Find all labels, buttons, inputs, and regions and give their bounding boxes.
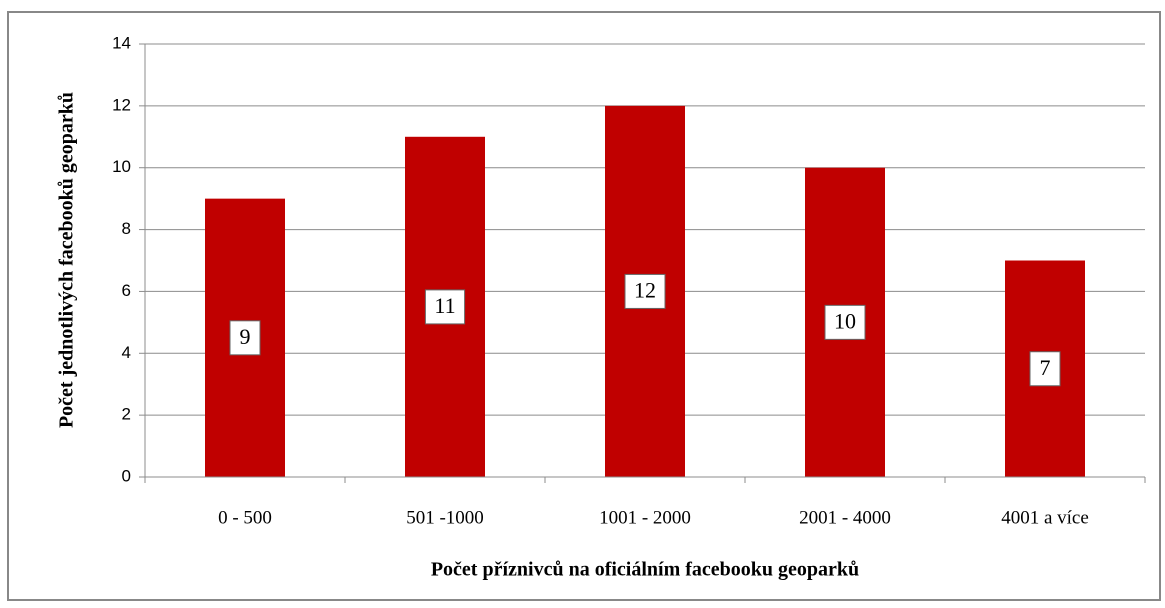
y-axis-title: Počet jednotlivých facebooků geoparků bbox=[56, 92, 78, 428]
x-tick-label: 2001 - 4000 bbox=[799, 507, 891, 528]
y-tick-label: 2 bbox=[122, 405, 131, 424]
data-label: 12 bbox=[634, 277, 656, 302]
x-tick-label: 501 -1000 bbox=[406, 507, 484, 528]
x-tick-label: 0 - 500 bbox=[218, 507, 272, 528]
x-tick-label: 4001 a více bbox=[1001, 507, 1089, 528]
x-axis-title: Počet příznivců na oficiálním facebooku … bbox=[431, 559, 859, 581]
y-tick-label: 12 bbox=[112, 95, 131, 114]
chart-border bbox=[7, 11, 1161, 601]
data-label: 7 bbox=[1040, 355, 1051, 380]
y-tick-label: 10 bbox=[112, 157, 131, 176]
data-label-group: 7 bbox=[1029, 351, 1061, 387]
data-label: 10 bbox=[834, 308, 856, 333]
data-label: 9 bbox=[240, 324, 251, 349]
data-label-group: 10 bbox=[824, 304, 866, 340]
data-label-box bbox=[824, 304, 866, 340]
y-tick-label: 4 bbox=[122, 343, 131, 362]
data-label-box bbox=[229, 320, 261, 356]
data-label-group: 12 bbox=[624, 273, 666, 309]
data-label-group: 11 bbox=[424, 289, 466, 325]
data-label-box bbox=[624, 273, 666, 309]
y-tick-label: 8 bbox=[122, 219, 131, 238]
y-tick-label: 14 bbox=[112, 33, 131, 52]
data-label: 11 bbox=[434, 293, 455, 318]
data-label-box bbox=[1029, 351, 1061, 387]
data-label-box bbox=[424, 289, 466, 325]
y-tick-label: 6 bbox=[122, 281, 131, 300]
data-label-group: 9 bbox=[229, 320, 261, 356]
x-tick-label: 1001 - 2000 bbox=[599, 507, 691, 528]
y-tick-label: 0 bbox=[122, 466, 131, 485]
